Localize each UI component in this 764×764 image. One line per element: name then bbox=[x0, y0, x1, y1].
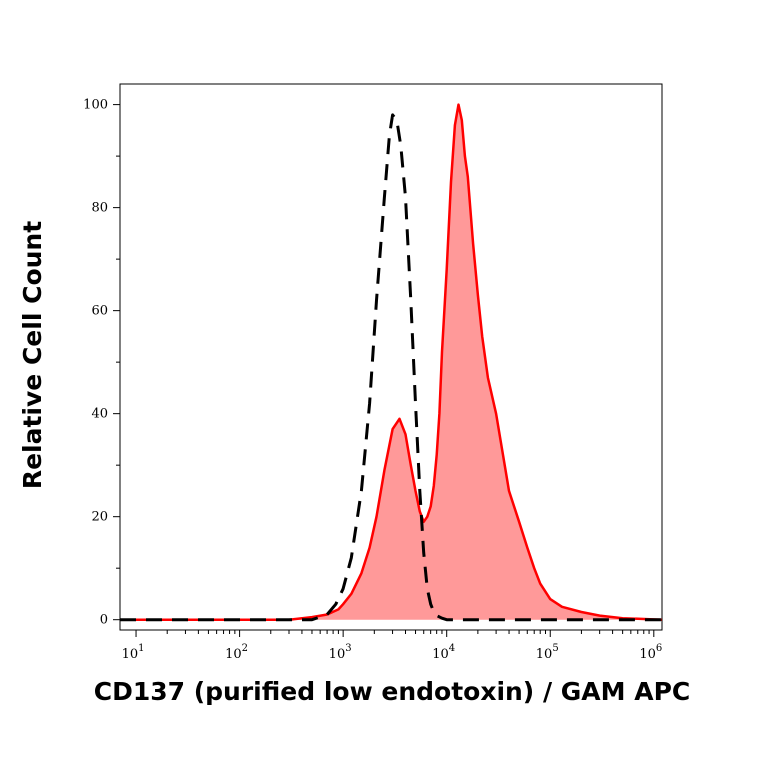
y-tick-label: 80 bbox=[91, 201, 108, 216]
y-tick-label: 60 bbox=[91, 304, 108, 319]
x-tick-base: 10 bbox=[329, 647, 346, 662]
x-tick-label: 106 bbox=[639, 643, 662, 662]
plot-area-frame bbox=[119, 83, 663, 631]
x-tick-exponent: 2 bbox=[242, 643, 248, 654]
y-tick-label: 100 bbox=[83, 98, 108, 113]
x-tick-label: 102 bbox=[225, 643, 248, 662]
y-tick-label: 0 bbox=[100, 613, 108, 628]
series-layer bbox=[120, 103, 663, 622]
x-tick-exponent: 3 bbox=[345, 643, 351, 654]
x-tick-base: 10 bbox=[122, 647, 139, 662]
series-1-dashed-line bbox=[120, 113, 662, 622]
x-tick-label: 103 bbox=[329, 643, 352, 662]
y-tick-label: 40 bbox=[91, 407, 108, 422]
x-tick-exponent: 1 bbox=[138, 643, 144, 654]
axis-ticks bbox=[113, 104, 655, 637]
x-tick-exponent: 4 bbox=[449, 643, 455, 654]
series-0-area bbox=[120, 104, 662, 620]
x-tick-base: 10 bbox=[536, 647, 553, 662]
x-tick-base: 10 bbox=[432, 647, 449, 662]
x-tick-base: 10 bbox=[225, 647, 242, 662]
series-0-line bbox=[120, 103, 663, 621]
x-tick-base: 10 bbox=[639, 647, 656, 662]
x-tick-exponent: 6 bbox=[656, 643, 662, 654]
y-tick-label: 20 bbox=[91, 510, 108, 525]
x-axis-title: CD137 (purified low endotoxin) / GAM APC bbox=[94, 677, 691, 706]
y-axis-title: Relative Cell Count bbox=[18, 221, 47, 489]
x-tick-exponent: 5 bbox=[552, 643, 558, 654]
x-tick-label: 105 bbox=[536, 643, 559, 662]
x-tick-label: 104 bbox=[432, 643, 455, 662]
x-tick-label: 101 bbox=[122, 643, 145, 662]
